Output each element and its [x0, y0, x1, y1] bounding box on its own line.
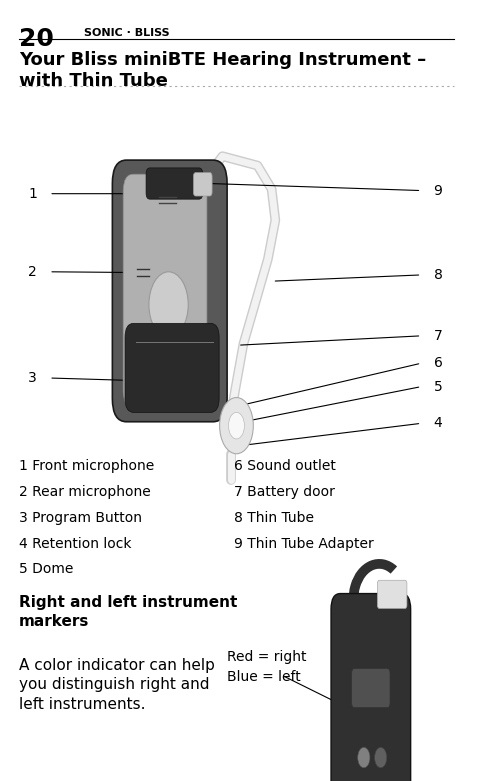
Circle shape	[219, 398, 253, 454]
Text: 6: 6	[433, 356, 441, 370]
Circle shape	[149, 272, 188, 337]
Text: Right and left instrument
markers: Right and left instrument markers	[19, 595, 236, 629]
Text: 7 Battery door: 7 Battery door	[233, 485, 334, 499]
FancyBboxPatch shape	[123, 174, 206, 408]
FancyBboxPatch shape	[193, 173, 212, 196]
Text: Your Bliss miniBTE Hearing Instrument –: Your Bliss miniBTE Hearing Instrument –	[19, 51, 425, 69]
FancyBboxPatch shape	[112, 160, 226, 422]
Text: 1 Front microphone: 1 Front microphone	[19, 459, 154, 473]
Circle shape	[374, 747, 386, 768]
Text: 5: 5	[433, 380, 441, 394]
Text: 5 Dome: 5 Dome	[19, 562, 73, 576]
Text: SONIC · BLISS: SONIC · BLISS	[84, 28, 169, 38]
Text: 9: 9	[433, 184, 441, 198]
Text: 8 Thin Tube: 8 Thin Tube	[233, 511, 314, 525]
Text: 9 Thin Tube Adapter: 9 Thin Tube Adapter	[233, 537, 373, 551]
Text: 4: 4	[433, 416, 441, 430]
Text: 2: 2	[28, 265, 37, 279]
Text: 20: 20	[19, 27, 54, 52]
Text: 6 Sound outlet: 6 Sound outlet	[233, 459, 335, 473]
Text: Blue = left: Blue = left	[226, 670, 300, 684]
Text: Red = right: Red = right	[226, 650, 306, 664]
FancyBboxPatch shape	[330, 594, 410, 781]
Text: 7: 7	[433, 329, 441, 343]
Circle shape	[357, 747, 369, 768]
FancyBboxPatch shape	[146, 168, 202, 199]
Circle shape	[228, 412, 244, 439]
Text: A color indicator can help
you distinguish right and
left instruments.: A color indicator can help you distingui…	[19, 658, 214, 712]
Text: 1: 1	[28, 187, 37, 201]
Text: 2 Rear microphone: 2 Rear microphone	[19, 485, 150, 499]
Text: 4 Retention lock: 4 Retention lock	[19, 537, 131, 551]
Text: with Thin Tube: with Thin Tube	[19, 72, 167, 90]
Text: 3 Program Button: 3 Program Button	[19, 511, 141, 525]
FancyBboxPatch shape	[377, 580, 406, 608]
FancyBboxPatch shape	[125, 323, 219, 412]
FancyBboxPatch shape	[351, 669, 389, 708]
Text: 3: 3	[28, 371, 37, 385]
Text: 8: 8	[433, 268, 441, 282]
